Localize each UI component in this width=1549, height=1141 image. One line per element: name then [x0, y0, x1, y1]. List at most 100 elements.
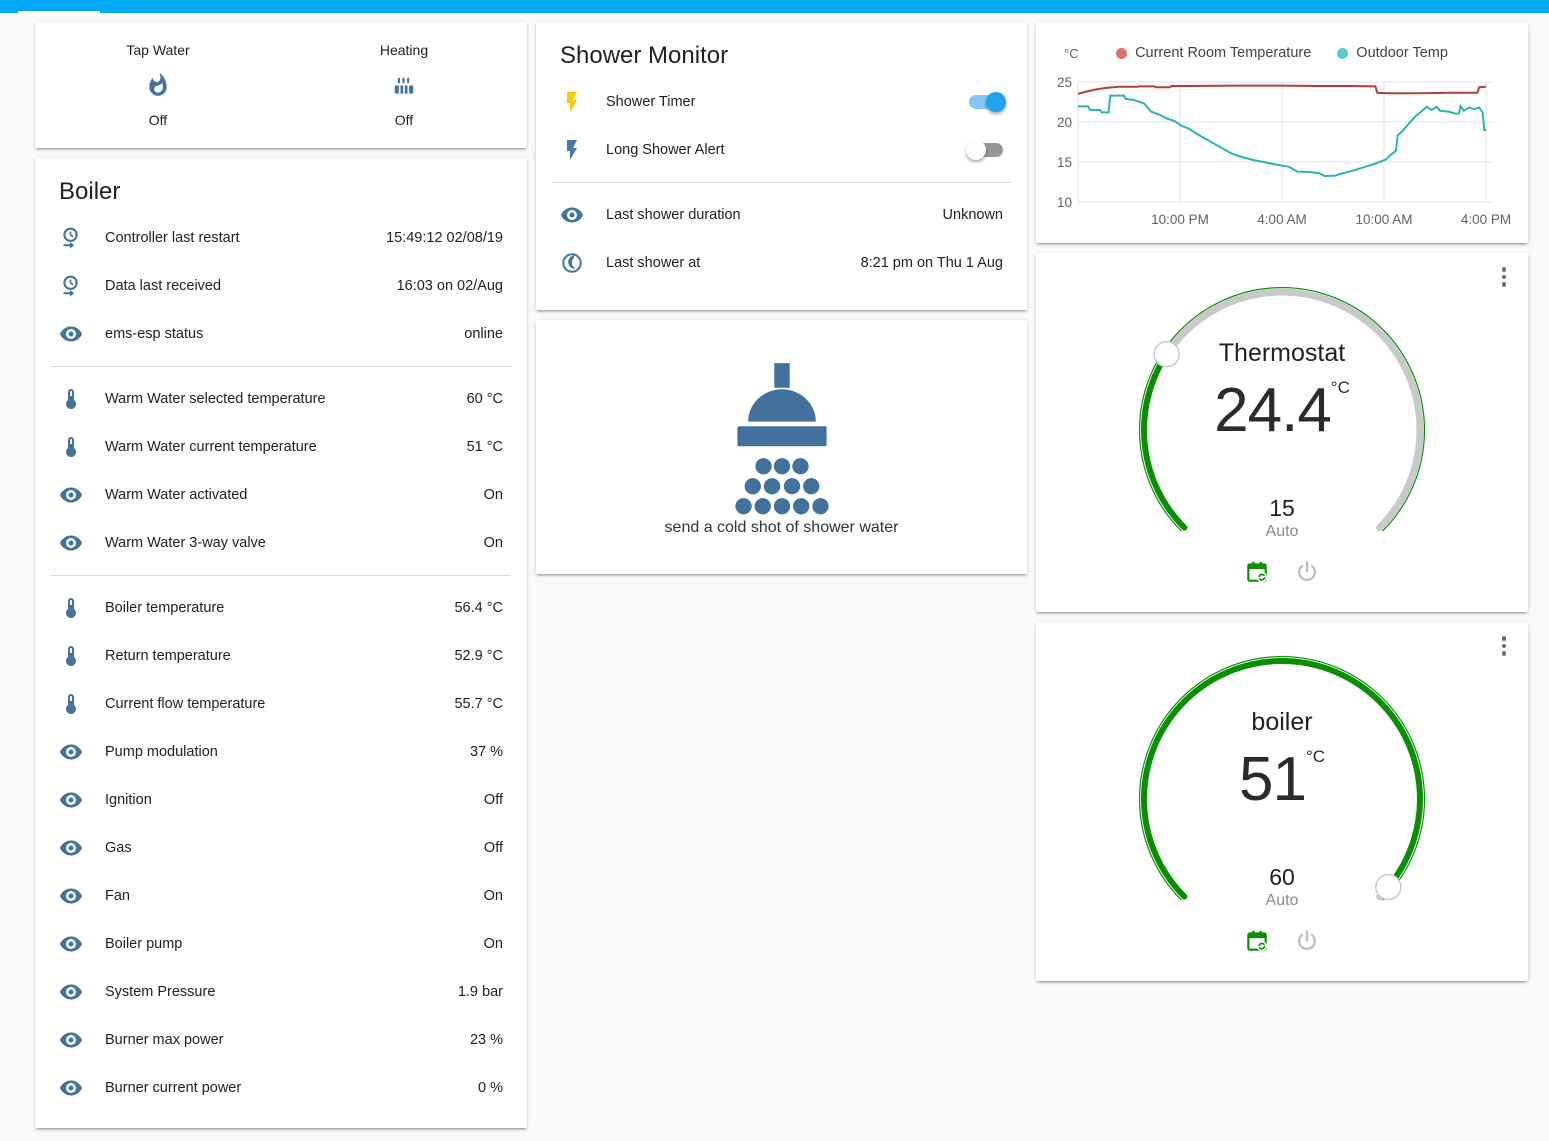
calendar-sync-icon[interactable]	[1244, 928, 1270, 954]
entity-label: Warm Water selected temperature	[105, 391, 326, 407]
thermostat-current-temp: 24.4°C	[1214, 376, 1350, 445]
eye-icon	[560, 203, 584, 227]
more-options-icon[interactable]	[1492, 263, 1516, 291]
thermostat-unit: °C	[1330, 378, 1350, 397]
eye-icon	[59, 740, 83, 764]
entity-row[interactable]: Controller last restart 15:49:12 02/08/19	[51, 214, 511, 262]
thermometer-icon	[59, 692, 83, 716]
eye-icon	[59, 788, 83, 812]
entity-row[interactable]: Shower Timer	[552, 78, 1011, 126]
entity-row[interactable]: ems-esp status online	[51, 310, 511, 358]
eye-icon	[59, 980, 83, 1004]
clock-start-icon	[59, 226, 83, 250]
entity-row[interactable]: Fan On	[51, 872, 511, 920]
entity-row[interactable]: Data last received 16:03 on 02/Aug	[51, 262, 511, 310]
legend-dot-icon	[1116, 47, 1128, 59]
entity-row[interactable]: Burner max power 23 %	[51, 1016, 511, 1064]
entity-label: Long Shower Alert	[606, 142, 725, 158]
entity-label: ems-esp status	[105, 326, 204, 342]
entity-value: 52.9 °C	[454, 648, 503, 664]
divider	[51, 575, 511, 576]
eye-icon	[59, 932, 83, 956]
entity-value: On	[483, 888, 503, 904]
entity-label: Warm Water current temperature	[105, 439, 317, 455]
entity-row[interactable]: Current flow temperature 55.7 °C	[51, 680, 511, 728]
legend-label: Current Room Temperature	[1135, 45, 1312, 61]
entity-value: 8:21 pm on Thu 1 Aug	[860, 255, 1003, 271]
boiler-unit: °C	[1305, 747, 1326, 766]
column-right: °C Current Room Temperature Outdoor Temp …	[1036, 22, 1528, 981]
toggle-long-shower-alert[interactable]	[966, 140, 1003, 160]
glance-item-heating[interactable]: Heating Off	[281, 34, 527, 136]
flash-icon	[560, 138, 584, 162]
thermostat-dial[interactable]	[1122, 275, 1442, 580]
entity-label: System Pressure	[105, 984, 216, 1000]
entity-row[interactable]: Pump modulation 37 %	[51, 728, 511, 776]
glance-item-tap-water[interactable]: Tap Water Off	[35, 34, 281, 136]
shower-head-icon	[703, 357, 861, 517]
boiler-current-temp: 51°C	[1238, 745, 1326, 814]
svg-text:4:00 PM: 4:00 PM	[1461, 212, 1511, 227]
entity-row[interactable]: Warm Water 3-way valve On	[51, 519, 511, 567]
entity-row[interactable]: Warm Water activated On	[51, 471, 511, 519]
boiler-setpoint: 60	[1269, 864, 1295, 890]
entity-row[interactable]: Long Shower Alert	[552, 126, 1011, 174]
dial-handle[interactable]	[1375, 873, 1402, 901]
boiler-dial[interactable]	[1122, 644, 1442, 949]
entity-row[interactable]: Boiler pump On	[51, 920, 511, 968]
radiator-icon	[391, 72, 417, 98]
entity-row[interactable]: Warm Water selected temperature 60 °C	[51, 375, 511, 423]
column-middle: Shower Monitor Shower Timer Long Shower A…	[536, 22, 1027, 574]
entity-label: Controller last restart	[105, 230, 240, 246]
shower-monitor-card: Shower Monitor Shower Timer Long Shower A…	[536, 22, 1027, 310]
entity-row[interactable]: Last shower at 8:21 pm on Thu 1 Aug	[552, 239, 1011, 287]
entity-value: 60 °C	[466, 391, 503, 407]
entity-label: Last shower at	[606, 255, 701, 271]
svg-text:4:00 AM: 4:00 AM	[1257, 212, 1307, 227]
entity-label: Ignition	[105, 792, 152, 808]
entity-value: On	[483, 535, 503, 551]
fire-icon	[145, 72, 171, 98]
divider	[552, 182, 1011, 183]
power-icon[interactable]	[1294, 928, 1320, 954]
cold-shot-label: send a cold shot of shower water	[664, 519, 899, 536]
entity-row[interactable]: Last shower duration Unknown	[552, 191, 1011, 239]
entity-row[interactable]: Ignition Off	[51, 776, 511, 824]
entity-label: Return temperature	[105, 648, 231, 664]
column-left: Tap Water Off Heating Off Boiler Controller…	[35, 22, 527, 1128]
entity-label: Gas	[105, 840, 132, 856]
thermostat-title: Thermostat	[1218, 339, 1346, 367]
boiler-actions	[1036, 928, 1528, 954]
glance-state: Off	[394, 112, 414, 128]
boiler-dial-title: boiler	[1251, 708, 1313, 736]
entity-row[interactable]: Gas Off	[51, 824, 511, 872]
boiler-entities-card: Boiler Controller last restart 15:49:12 0…	[35, 158, 527, 1128]
entity-value: 51 °C	[466, 439, 503, 455]
entity-row[interactable]: System Pressure 1.9 bar	[51, 968, 511, 1016]
svg-text:10:00 AM: 10:00 AM	[1355, 212, 1412, 227]
entity-row[interactable]: Boiler temperature 56.4 °C	[51, 584, 511, 632]
thermometer-icon	[59, 596, 83, 620]
temperature-history-card: °C Current Room Temperature Outdoor Temp …	[1036, 22, 1528, 243]
entity-row[interactable]: Return temperature 52.9 °C	[51, 632, 511, 680]
entity-value: 23 %	[469, 1032, 503, 1048]
dial-handle[interactable]	[1153, 340, 1180, 368]
entity-row[interactable]: Warm Water current temperature 51 °C	[51, 423, 511, 471]
svg-text:15: 15	[1057, 155, 1072, 170]
calendar-sync-icon[interactable]	[1244, 559, 1270, 585]
eye-icon	[59, 884, 83, 908]
glance-label: Tap Water	[126, 42, 190, 58]
entity-value: 16:03 on 02/Aug	[396, 278, 503, 294]
more-options-icon[interactable]	[1492, 632, 1516, 660]
thermostat-setpoint: 15	[1269, 495, 1295, 521]
entity-value: 0 %	[478, 1080, 503, 1096]
cold-shot-action-card[interactable]: send a cold shot of shower water	[536, 320, 1027, 574]
entity-value: Off	[483, 792, 503, 808]
legend-item: Outdoor Temp	[1337, 45, 1448, 61]
entity-row[interactable]: Burner current power 0 %	[51, 1064, 511, 1112]
entity-label: Warm Water 3-way valve	[105, 535, 266, 551]
eye-icon	[59, 1076, 83, 1100]
toggle-shower-timer[interactable]	[969, 92, 1006, 112]
entity-label: Boiler temperature	[105, 600, 225, 616]
power-icon[interactable]	[1294, 559, 1320, 585]
